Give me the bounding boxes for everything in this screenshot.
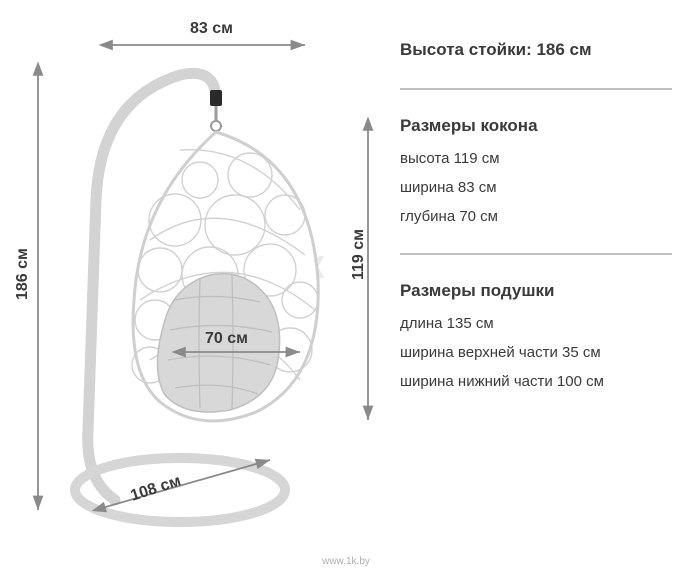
divider bbox=[400, 88, 672, 90]
spec-panel: Высота стойки: 186 см Размеры кокона выс… bbox=[400, 0, 692, 573]
dim-label-cushion: 70 см bbox=[205, 330, 248, 348]
spec-cushion-line: ширина верхней части 35 см bbox=[400, 344, 672, 361]
spec-cocoon-line: ширина 83 см bbox=[400, 179, 672, 196]
dim-label-height: 186 см bbox=[14, 248, 32, 300]
diagram-area: 1к bbox=[0, 0, 400, 573]
spec-stand: Высота стойки: 186 см bbox=[400, 40, 672, 60]
spec-cushion: Размеры подушки длина 135 см ширина верх… bbox=[400, 281, 672, 390]
spec-cocoon: Размеры кокона высота 119 см ширина 83 с… bbox=[400, 116, 672, 225]
spec-cushion-line: длина 135 см bbox=[400, 315, 672, 332]
spec-cocoon-line: глубина 70 см bbox=[400, 208, 672, 225]
spec-cocoon-line: высота 119 см bbox=[400, 150, 672, 167]
dim-label-top: 83 см bbox=[190, 20, 233, 38]
dim-label-cocoon: 119 см bbox=[350, 229, 368, 280]
chair-illustration bbox=[0, 0, 400, 573]
footer-url: www.1k.by bbox=[322, 556, 370, 567]
divider bbox=[400, 253, 672, 255]
spec-stand-title: Высота стойки: 186 см bbox=[400, 40, 672, 60]
spec-cocoon-title: Размеры кокона bbox=[400, 116, 672, 136]
spec-cushion-line: ширина нижний части 100 см bbox=[400, 373, 672, 390]
spec-cushion-title: Размеры подушки bbox=[400, 281, 672, 301]
